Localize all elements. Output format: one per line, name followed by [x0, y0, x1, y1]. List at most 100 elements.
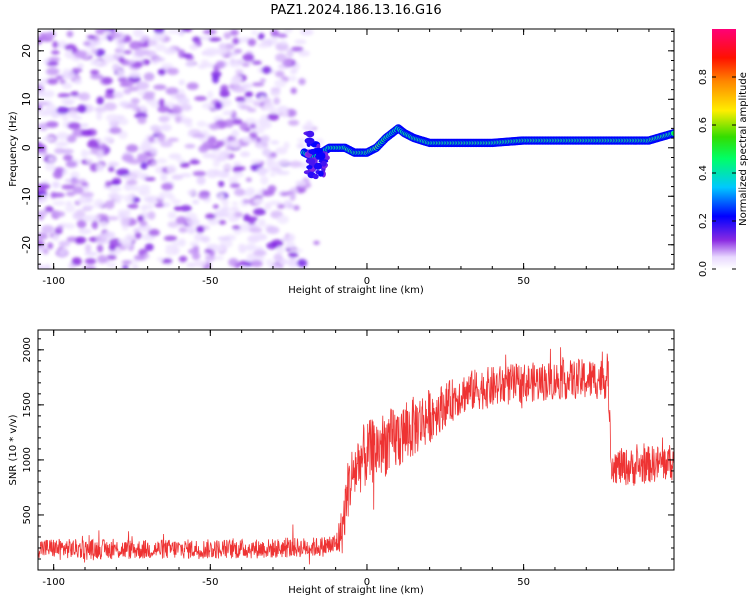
noise-blob [289, 68, 298, 75]
noise-blob [141, 91, 156, 97]
noise-blob [244, 91, 254, 98]
noise-blob [287, 233, 296, 242]
noise-blob [288, 75, 297, 82]
noise-blob [275, 147, 288, 155]
noise-blob [229, 63, 241, 68]
noise-blob [150, 124, 161, 132]
noise-blob [38, 232, 48, 241]
noise-blob [189, 160, 201, 165]
noise-blob [242, 53, 255, 62]
noise-blob [41, 136, 56, 142]
noise-blob [186, 218, 200, 226]
colorbar-tick-label: 0.4 [698, 165, 709, 181]
noise-blob [65, 160, 78, 168]
noise-blob [218, 42, 227, 50]
trace-onset-blob [316, 143, 321, 149]
noise-blob [225, 144, 233, 151]
noise-blob [99, 220, 108, 228]
noise-blob [230, 76, 241, 86]
noise-blob [205, 213, 216, 220]
noise-blob [191, 133, 206, 138]
noise-blob [261, 66, 272, 74]
noise-blob [70, 178, 82, 186]
noise-blob [171, 199, 182, 205]
noise-blob [52, 233, 60, 242]
colorbar-tick-label: 0.0 [698, 261, 709, 277]
noise-blob [284, 241, 296, 249]
noise-blob [151, 33, 166, 42]
noise-blob [94, 106, 108, 113]
noise-blob [247, 38, 257, 47]
noise-blob [47, 242, 54, 250]
trace-onset-blob [318, 170, 324, 177]
noise-blob [58, 240, 71, 247]
noise-blob [96, 244, 104, 253]
noise-blob [159, 140, 173, 148]
noise-blob [296, 259, 308, 268]
noise-blob [181, 29, 193, 33]
noise-blob [196, 225, 205, 234]
noise-blob [100, 35, 108, 41]
noise-blob [208, 219, 219, 226]
noise-blob [189, 43, 199, 51]
noise-blob [73, 50, 88, 59]
noise-blob [172, 246, 180, 255]
noise-blob [109, 126, 122, 134]
snr-ytick-label: 1500 [22, 392, 33, 417]
noise-blob [215, 140, 225, 147]
noise-blob [229, 182, 241, 189]
noise-blob [108, 192, 120, 201]
noise-blob [120, 216, 131, 225]
noise-blob [283, 141, 290, 150]
noise-blob [48, 56, 61, 62]
noise-blob [218, 180, 225, 188]
noise-blob [233, 171, 244, 178]
noise-blob [230, 29, 239, 36]
snr-xtick-label: -100 [42, 577, 65, 588]
colorbar-gradient [712, 29, 736, 269]
noise-blob [180, 173, 192, 178]
noise-blob [138, 188, 151, 196]
noise-blob [145, 195, 159, 204]
noise-blob [62, 68, 73, 74]
noise-blob [297, 138, 308, 143]
noise-blob [80, 149, 89, 159]
noise-blob [257, 32, 265, 40]
noise-blob [123, 50, 133, 55]
noise-blob [153, 29, 165, 35]
noise-blob [158, 115, 170, 123]
noise-blob [97, 254, 107, 264]
noise-blob [204, 248, 212, 254]
noise-blob [220, 207, 228, 213]
noise-blob [66, 30, 74, 38]
noise-blob [220, 84, 229, 92]
noise-blob [121, 265, 129, 269]
noise-blob [102, 76, 113, 85]
figure-title: PAZ1.2024.186.13.16.G16 [270, 3, 441, 18]
noise-blob [151, 161, 158, 166]
noise-blob [38, 101, 49, 106]
noise-blob [108, 186, 122, 192]
spectrogram-trace [300, 124, 674, 180]
noise-blob [253, 249, 267, 257]
noise-blob [172, 241, 186, 246]
noise-blob [75, 209, 86, 217]
noise-blob [116, 69, 126, 78]
noise-blob [241, 62, 250, 67]
noise-blob [215, 60, 226, 69]
noise-blob [62, 82, 73, 90]
noise-blob [67, 109, 78, 118]
noise-blob [153, 57, 166, 62]
noise-blob [134, 48, 147, 57]
colorbar: 0.0 0.2 0.4 0.6 0.8 Normalized spectral ampl… [698, 29, 749, 277]
noise-blob [167, 221, 180, 228]
noise-blob [171, 106, 183, 115]
spectrogram-ytick-label: -20 [20, 236, 33, 254]
noise-blob [277, 159, 290, 166]
noise-blob [97, 149, 104, 157]
noise-blob [214, 255, 225, 261]
noise-blob [77, 63, 85, 69]
noise-blob [276, 246, 285, 254]
noise-blob [207, 90, 214, 100]
noise-blob [293, 205, 300, 211]
